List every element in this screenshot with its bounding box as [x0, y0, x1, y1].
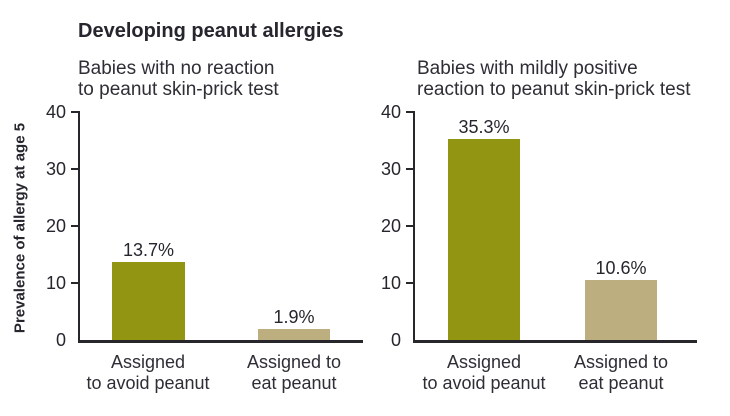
left-bar-eat-peanut	[258, 329, 330, 340]
left-category-label-eat: Assigned to eat peanut	[246, 352, 342, 393]
left-tick-10	[71, 282, 78, 284]
right-subtitle-line1: Babies with mildly positive	[417, 58, 638, 79]
right-bar-group-avoid: 35.3%	[448, 118, 520, 340]
right-tick-label-10: 10	[380, 273, 401, 293]
right-category-label-avoid: Assigned to avoid peanut	[422, 352, 546, 393]
left-tick-label-10: 10	[45, 273, 66, 293]
left-tick-label-40: 40	[45, 102, 66, 122]
right-bar-group-eat: 10.6%	[585, 259, 657, 340]
right-tick-10	[406, 282, 413, 284]
right-bar-eat-peanut	[585, 279, 657, 340]
right-bar-value-eat: 10.6%	[595, 257, 647, 278]
left-chart-subtitle: Babies with no reaction to peanut skin-p…	[78, 58, 279, 100]
left-bar-group-eat: 1.9%	[258, 308, 330, 340]
right-category-label-eat: Assigned to eat peanut	[573, 352, 669, 393]
chart-title: Developing peanut allergies	[78, 20, 344, 42]
right-tick-20	[406, 225, 413, 227]
right-chart-subtitle: Babies with mildly positive reaction to …	[417, 58, 691, 100]
left-tick-40	[71, 111, 78, 113]
right-y-axis-line	[413, 111, 415, 342]
right-tick-label-20: 20	[380, 216, 401, 236]
right-tick-label-0: 0	[390, 330, 401, 350]
y-axis-title: Prevalence of allergy at age 5	[11, 122, 29, 334]
left-tick-30	[71, 168, 78, 170]
left-bar-value-eat: 1.9%	[273, 307, 315, 328]
left-bar-value-avoid: 13.7%	[122, 239, 175, 260]
left-tick-label-0: 0	[55, 330, 66, 350]
right-tick-30	[406, 168, 413, 170]
left-subtitle-line1: Babies with no reaction	[78, 58, 275, 79]
left-y-axis-line	[78, 111, 80, 342]
left-tick-label-20: 20	[45, 216, 66, 236]
right-tick-label-40: 40	[380, 102, 401, 122]
left-tick-20	[71, 225, 78, 227]
left-tick-label-30: 30	[45, 159, 66, 179]
right-tick-40	[406, 111, 413, 113]
left-bar-group-avoid: 13.7%	[112, 241, 185, 340]
right-subtitle-line2: reaction to peanut skin-prick test	[417, 79, 691, 100]
right-x-axis-line	[413, 340, 697, 343]
left-x-axis-line	[78, 340, 363, 343]
left-subtitle-line2: to peanut skin-prick test	[78, 79, 279, 100]
right-tick-label-30: 30	[380, 159, 401, 179]
right-bar-avoid-peanut	[448, 138, 520, 340]
left-category-label-avoid: Assigned to avoid peanut	[86, 352, 210, 393]
right-bar-value-avoid: 35.3%	[458, 116, 510, 137]
left-bar-avoid-peanut	[112, 261, 185, 340]
